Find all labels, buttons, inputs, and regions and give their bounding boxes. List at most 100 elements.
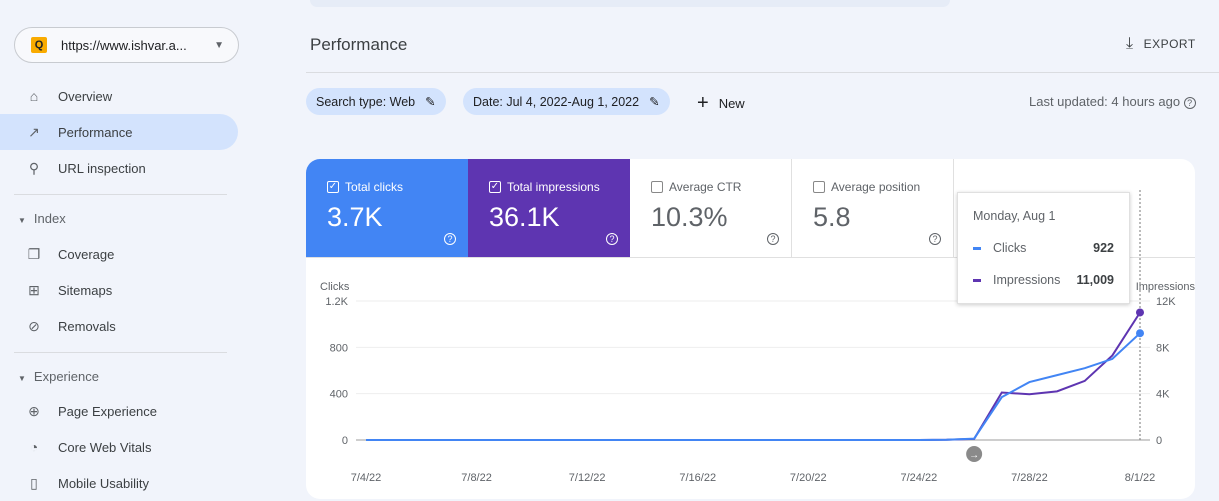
plus-circle-icon: ⊕ [28,402,40,419]
clicks-swatch [973,246,981,250]
phone-icon: ▯ [30,474,38,491]
chevron-down-icon: ▼ [214,39,224,51]
sidebar-item-page-experience[interactable]: ⊕ Page Experience [0,393,238,429]
metric-average-ctr[interactable]: Average CTR 10.3%? [630,159,792,257]
sidebar-item-coverage[interactable]: ❐ Coverage [0,236,238,272]
chart-tooltip: Monday, Aug 1 Clicks 922 Impressions 11,00… [957,192,1130,304]
divider [306,257,1195,258]
metric-total-impressions[interactable]: ✓ Total impressions 36.1K? [468,159,630,257]
search-icon: ⚲ [28,159,40,176]
property-selector[interactable]: Q https://www.ishvar.a... ▼ [14,27,239,63]
sidebar-item-label: URL inspection [58,160,146,176]
annotation-circle[interactable] [966,446,983,462]
date-filter[interactable]: Date: Jul 4, 2022-Aug 1, 2022 ✎ [463,88,670,115]
plus-icon: + [697,92,709,114]
sidebar-item-label: Sitemaps [58,282,113,298]
sidebar-item-sitemaps[interactable]: ⊞ Sitemaps [0,272,238,308]
metric-average-position[interactable]: Average position 5.8? [792,159,954,257]
divider [14,352,227,353]
x-tick: 7/12/22 [569,472,606,484]
sidebar-item-label: Page Experience [58,403,158,419]
eye-off-icon: ⊘ [28,317,40,334]
tooltip-impressions-label: Impressions [993,273,1061,287]
caret-down-icon: ▼ [18,216,26,225]
section-index[interactable]: ▼ Index [18,211,66,226]
x-tick: 8/1/22 [1125,472,1156,484]
x-tick: 7/28/22 [1011,472,1048,484]
sidebar-item-label: Removals [58,318,116,334]
checkbox-icon [651,181,663,193]
divider [14,194,227,195]
tooltip-clicks-value: 922 [1093,241,1114,255]
edit-icon: ✎ [649,95,660,109]
metric-label: Average CTR [669,180,742,194]
sidebar-item-url-inspection[interactable]: ⚲ URL inspection [0,150,238,186]
page-title: Performance [310,35,408,54]
gauge-icon: ◔ [29,439,39,455]
search-type-filter[interactable]: Search type: Web ✎ [306,88,446,115]
last-updated-text: Last updated: 4 hours ago [1029,94,1181,109]
metric-value: 10.3% [651,202,728,232]
section-experience[interactable]: ▼ Experience [18,369,99,384]
property-logo: Q [31,37,47,53]
new-label: New [718,96,745,111]
edit-icon: ✎ [425,95,436,109]
metric-label: Total impressions [507,180,600,194]
file-copy-icon: ❐ [27,245,41,262]
data-point-impressions [1136,308,1144,317]
tooltip-impressions-value: 11,009 [1076,273,1114,287]
help-icon[interactable]: ? [606,233,618,245]
impressions-swatch [973,278,981,282]
series-line-impressions [366,311,1141,441]
checkbox-checked-icon: ✓ [327,181,339,193]
download-icon: ⤓ [1126,35,1134,52]
metric-label: Total clicks [345,180,404,194]
chip-label: Search type: Web [316,94,416,109]
y-right-tick: 0 [1156,435,1162,447]
sidebar-item-performance[interactable]: ↗ Performance [0,114,238,150]
y-right-tick: 4K [1156,389,1170,401]
sidebar-item-overview[interactable]: ⌂ Overview [0,78,238,114]
new-filter-button[interactable]: + New [697,92,745,115]
y-right-tick: 12K [1156,296,1176,308]
metric-value: 3.7K [327,202,383,232]
sidebar-item-label: Performance [58,124,133,140]
search-bar[interactable] [310,0,950,7]
y-left-tick: 0 [342,435,348,447]
chip-label: Date: Jul 4, 2022-Aug 1, 2022 [473,94,640,109]
sidebar-item-label: Coverage [58,246,115,262]
sitemap-icon: ⊞ [28,281,40,298]
metric-value: 36.1K [489,202,560,232]
home-icon: ⌂ [29,88,39,104]
metric-label: Average position [831,180,921,194]
help-icon[interactable]: ? [444,233,456,245]
y-right-label: Impressions [1136,281,1196,293]
property-url: https://www.ishvar.a... [61,37,187,53]
x-tick: 7/20/22 [790,472,827,484]
trending-up-icon: ↗ [28,123,40,140]
y-left-tick: 1.2K [325,296,348,308]
sidebar-item-removals[interactable]: ⊘ Removals [0,308,238,344]
last-updated: Last updated: 4 hours ago ? [1029,94,1196,109]
tooltip-clicks-label: Clicks [993,241,1027,255]
y-left-label: Clicks [320,281,350,293]
checkbox-checked-icon: ✓ [489,181,501,193]
help-icon[interactable]: ? [1183,97,1196,109]
sidebar-item-label: Core Web Vitals [58,439,152,455]
metric-value: 5.8 [813,202,851,232]
y-right-tick: 8K [1156,342,1170,354]
section-label: Index [33,211,66,226]
performance-chart: Clicks Impressions 0 0 400 4K 800 8K 1.2K 12K 7/… [320,190,1196,484]
help-icon[interactable]: ? [767,233,779,245]
arrow-right-icon: → [969,450,979,461]
metric-total-clicks[interactable]: ✓ Total clicks 3.7K? [306,159,468,257]
export-label: EXPORT [1143,37,1196,51]
export-button[interactable]: ⤓ EXPORT [1126,35,1196,53]
sidebar-item-core-web-vitals[interactable]: ◔ Core Web Vitals [0,429,238,465]
help-icon[interactable]: ? [929,233,941,245]
x-tick: 7/16/22 [679,472,716,484]
data-point-clicks [1136,329,1144,338]
series-line-clicks [366,332,1141,441]
annotation-marker[interactable]: → [966,446,983,462]
divider [306,72,1219,73]
